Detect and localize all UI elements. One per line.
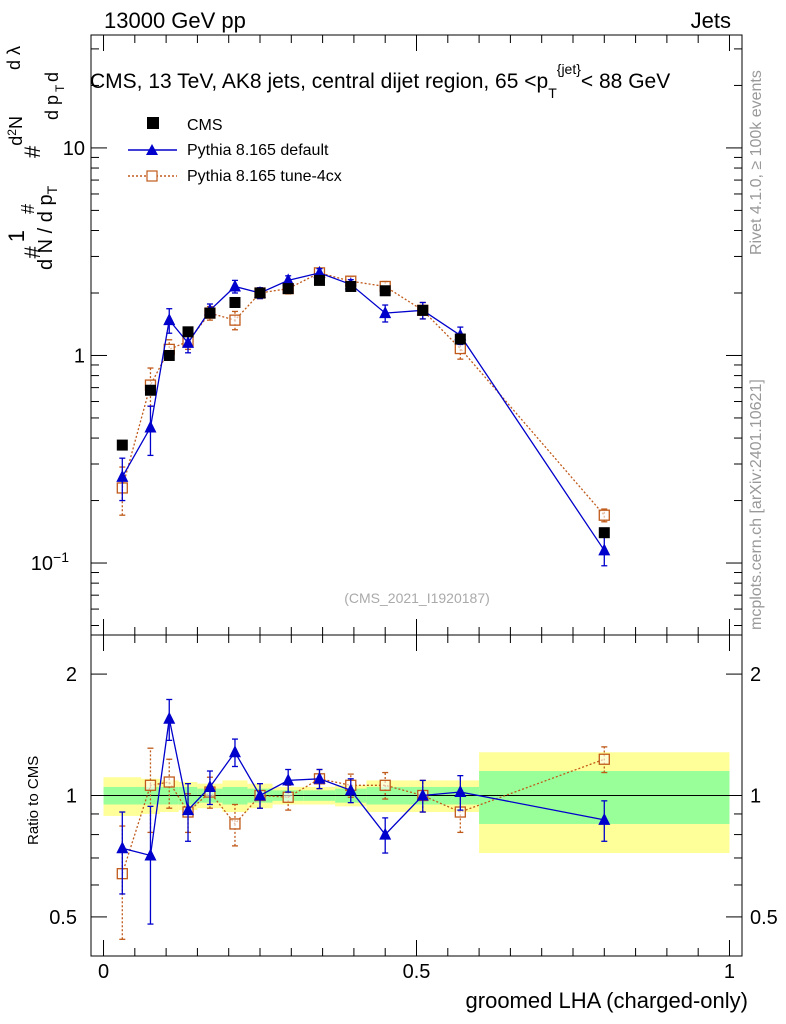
x-axis-label: groomed LHA (charged-only) [466, 988, 748, 1013]
ratio-default-point-0 [116, 841, 129, 854]
ratio-default-point-10 [379, 827, 392, 840]
svg-text:#d2N: #d2N [5, 116, 45, 158]
legend-marker-default [146, 144, 158, 155]
ratio-default-point-2 [163, 711, 176, 724]
main-ytick-label-1: 1 [74, 345, 85, 367]
ratio-tune-point-7 [282, 791, 294, 803]
main-cms-point-6 [254, 287, 266, 299]
main-cms-point-1 [144, 384, 156, 396]
main-cms-point-7 [282, 283, 294, 295]
svg-text:#1d N / d pT: #1 d N / d pT [4, 185, 60, 270]
main-cms-point-8 [313, 274, 325, 286]
main-cms-point-2 [163, 349, 175, 361]
svg-text:T: T [53, 84, 67, 92]
main-default-point-7 [282, 273, 295, 286]
ratio-xtick-label-0: 0 [98, 961, 109, 983]
ratio-default-point-3 [182, 803, 195, 816]
main-default-point-13 [598, 543, 611, 556]
legend-label-default: Pythia 8.165 default [187, 142, 329, 159]
legend: CMS Pythia 8.165 default Pythia 8.165 tu… [128, 117, 342, 185]
ratio-default-point-7 [282, 773, 295, 786]
main-tune-point-5 [229, 314, 241, 326]
main-cms-point-3 [182, 326, 194, 338]
ratio-ytick-label-right-1: 1 [750, 786, 761, 808]
ratio-series-marks [116, 698, 611, 940]
main-default-point-10 [379, 306, 392, 319]
ratio-default-point-4 [203, 779, 216, 792]
main-tune-point-13 [598, 509, 610, 521]
ratio-ytick-label-left-2: 2 [66, 664, 77, 686]
main-default-point-8 [313, 265, 326, 278]
side-text-rivet: Rivet 4.1.0, ≥ 100k events [748, 70, 765, 255]
ratio-ytick-label-right-2: 2 [750, 664, 761, 686]
ratio-tune-point-1 [144, 779, 157, 791]
main-default-line [121, 272, 605, 551]
main-default-point-5 [228, 279, 241, 292]
side-text-mcplots: mcplots.cern.ch [arXiv:2401.10621] [748, 379, 765, 630]
ratio-tune-point-13 [598, 753, 610, 765]
main-cms-point-4 [204, 307, 216, 319]
header-right: Jets [691, 8, 731, 33]
main-cms-point-12 [454, 333, 466, 345]
ratio-default-point-13 [598, 812, 611, 825]
legend-marker-cms [147, 117, 159, 129]
main-cms-point-13 [598, 527, 610, 539]
main-cms-point-0 [116, 439, 128, 451]
chart-title-main: CMS, 13 TeV, AK8 jets, central dijet reg… [90, 70, 548, 93]
main-ytick-label-2: 10 [63, 138, 85, 160]
main-ytick-label-0: 10−1 [31, 549, 69, 575]
main-cms-point-10 [379, 285, 391, 297]
svg-text:d p: d p [42, 95, 62, 120]
main-tune-line [121, 272, 605, 516]
ratio-xtick-label-1: 0.5 [403, 961, 431, 983]
chart-title-sub: T [548, 85, 557, 101]
ratio-default-point-5 [228, 745, 241, 758]
ratio-tune-point-2 [163, 776, 175, 788]
legend-label-cms: CMS [187, 117, 223, 134]
main-cms-point-9 [345, 280, 357, 292]
ratio-default-point-8 [313, 771, 326, 784]
main-cms-point-11 [417, 304, 429, 316]
ratio-ytick-label-left-0: 0.5 [49, 907, 77, 929]
ratio-default-point-1 [144, 848, 157, 861]
chart-title-sup: {jet} [557, 61, 581, 77]
main-default-point-0 [116, 469, 129, 482]
main-series-marks [116, 265, 611, 567]
legend-marker-tune [146, 170, 158, 182]
ratio-tune-point-10 [379, 779, 391, 791]
ratio-tune-point-5 [229, 818, 241, 830]
ratio-ytick-label-left-1: 1 [66, 786, 77, 808]
main-default-point-1 [144, 420, 157, 433]
ratio-axis-ticks: 0.5 0.5 1 1 2 2 0 0.5 1 [49, 635, 778, 983]
ratio-default-point-12 [454, 785, 467, 798]
ratio-ytick-label-right-0: 0.5 [750, 907, 778, 929]
svg-text:#: # [18, 204, 38, 214]
chart-title-end: < 88 GeV [581, 70, 670, 93]
main-default-point-2 [163, 313, 176, 326]
ratio-default-point-9 [344, 783, 357, 796]
main-default-point-3 [182, 335, 195, 348]
svg-text:d λ: d λ [4, 46, 24, 70]
main-cms-point-5 [229, 296, 241, 308]
y-axis-label-main: #1 d N / d pT #d2N # d p T d d λ [4, 46, 67, 270]
ratio-default-point-11 [416, 788, 429, 801]
ratio-default-point-6 [254, 788, 267, 801]
legend-label-tune: Pythia 8.165 tune-4cx [187, 168, 342, 185]
svg-text:d: d [42, 72, 62, 82]
header-left: 13000 GeV pp [104, 8, 246, 33]
y-axis-label-ratio: Ratio to CMS [25, 756, 42, 845]
ratio-default-line [122, 718, 605, 857]
analysis-watermark: (CMS_2021_I1920187) [344, 590, 490, 606]
chart-title: CMS, 13 TeV, AK8 jets, central dijet reg… [90, 61, 670, 101]
ratio-xtick-label-2: 1 [724, 961, 735, 983]
main-axis-ticks: 10−1 1 10 [31, 35, 742, 635]
